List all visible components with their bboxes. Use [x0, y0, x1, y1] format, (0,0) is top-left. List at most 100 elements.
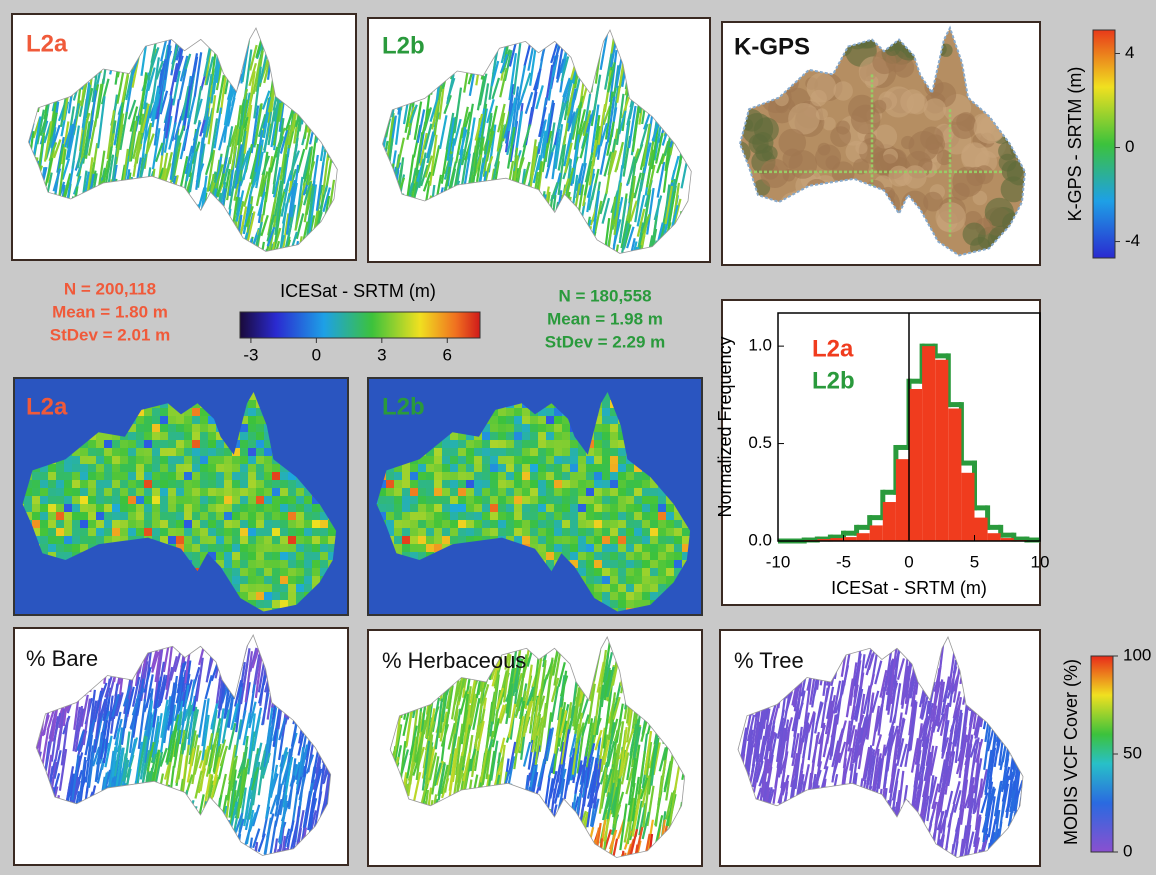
- pixel: [666, 504, 674, 512]
- pixel: [514, 528, 522, 536]
- pixel: [402, 472, 410, 480]
- pixel: [642, 536, 650, 544]
- pixel: [490, 528, 498, 536]
- pixel: [538, 424, 546, 432]
- pixel: [562, 432, 570, 440]
- pixel: [610, 528, 618, 536]
- pixel: [562, 464, 570, 472]
- pixel: [546, 408, 554, 416]
- pixel: [192, 440, 200, 448]
- pixel: [80, 448, 88, 456]
- pixel: [450, 536, 458, 544]
- pixel: [650, 512, 658, 520]
- pixel: [104, 528, 112, 536]
- pixel: [634, 576, 642, 584]
- pixel: [304, 528, 312, 536]
- pixel: [280, 472, 288, 480]
- pixel: [160, 504, 168, 512]
- pixel: [232, 472, 240, 480]
- pixel: [208, 448, 216, 456]
- pixel: [498, 512, 506, 520]
- pixel: [176, 520, 184, 528]
- pixel: [666, 576, 674, 584]
- pixel: [442, 488, 450, 496]
- pixel: [200, 472, 208, 480]
- pixel: [216, 456, 224, 464]
- pixel: [418, 536, 426, 544]
- pixel: [602, 512, 610, 520]
- pixel: [402, 464, 410, 472]
- pixel: [304, 576, 312, 584]
- pixel: [240, 552, 248, 560]
- pixel: [474, 456, 482, 464]
- pixel: [618, 528, 626, 536]
- pixel: [288, 536, 296, 544]
- pixel: [264, 576, 272, 584]
- pixel: [666, 560, 674, 568]
- pixel: [112, 448, 120, 456]
- pixel: [514, 480, 522, 488]
- pixel: [240, 440, 248, 448]
- pixel: [546, 520, 554, 528]
- pixel: [240, 472, 248, 480]
- pixel: [506, 432, 514, 440]
- pixel: [474, 472, 482, 480]
- pixel: [554, 424, 562, 432]
- pixel: [168, 528, 176, 536]
- pixel: [232, 496, 240, 504]
- pixel: [450, 440, 458, 448]
- pixel: [618, 536, 626, 544]
- pixel: [192, 456, 200, 464]
- pixel: [538, 480, 546, 488]
- pixel: [626, 504, 634, 512]
- pixel: [248, 512, 256, 520]
- pixel: [474, 504, 482, 512]
- pixel: [586, 488, 594, 496]
- pixel: [216, 520, 224, 528]
- pixel: [546, 448, 554, 456]
- pixel: [168, 472, 176, 480]
- pixel: [240, 512, 248, 520]
- pixel: [48, 536, 56, 544]
- pixel: [136, 480, 144, 488]
- pixel: [594, 472, 602, 480]
- pixel: [594, 544, 602, 552]
- pixel: [610, 416, 618, 424]
- pixel: [272, 592, 280, 600]
- pixel: [248, 528, 256, 536]
- pixel: [312, 528, 320, 536]
- pixel: [610, 552, 618, 560]
- pixel: [490, 480, 498, 488]
- pixel: [458, 480, 466, 488]
- pixel: [280, 584, 288, 592]
- pixel: [554, 544, 562, 552]
- pixel: [168, 504, 176, 512]
- pixel: [570, 512, 578, 520]
- terrain: [966, 167, 985, 186]
- pixel: [538, 472, 546, 480]
- pixel: [474, 480, 482, 488]
- pixel: [594, 512, 602, 520]
- pixel: [184, 536, 192, 544]
- pixel: [88, 512, 96, 520]
- pixel: [240, 528, 248, 536]
- pixel: [72, 480, 80, 488]
- pixel: [72, 512, 80, 520]
- pixel: [490, 504, 498, 512]
- pixel: [562, 528, 570, 536]
- pixel: [264, 464, 272, 472]
- pixel: [602, 528, 610, 536]
- pixel: [224, 480, 232, 488]
- pixel: [658, 560, 666, 568]
- terrain: [1002, 160, 1024, 182]
- pixel: [578, 528, 586, 536]
- pixel: [594, 440, 602, 448]
- pixel: [578, 480, 586, 488]
- track: [41, 255, 48, 297]
- pixel: [96, 504, 104, 512]
- pixel: [442, 512, 450, 520]
- pixel: [192, 544, 200, 552]
- pixel: [578, 560, 586, 568]
- pixel: [618, 568, 626, 576]
- pixel: [570, 448, 578, 456]
